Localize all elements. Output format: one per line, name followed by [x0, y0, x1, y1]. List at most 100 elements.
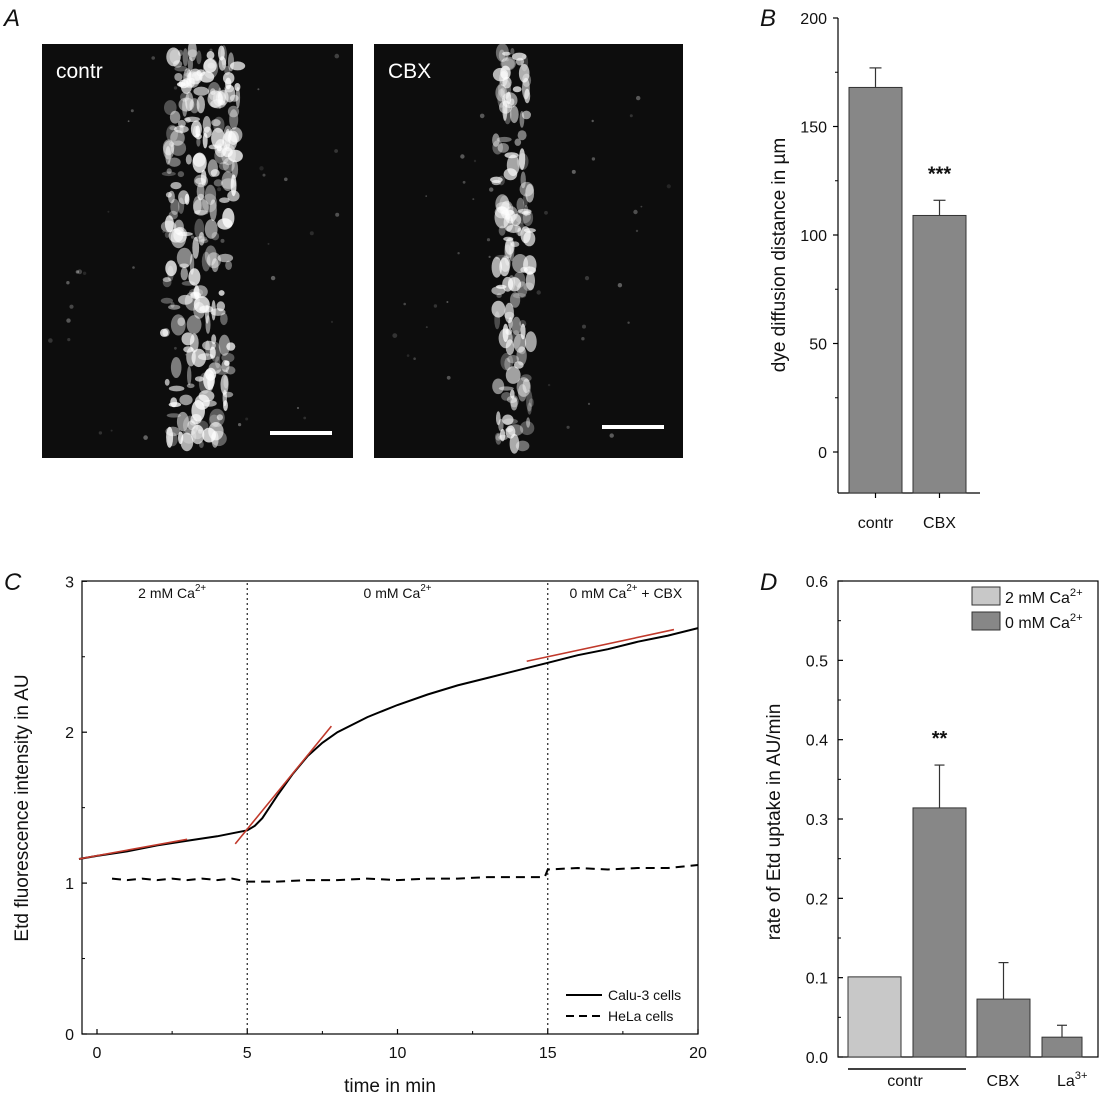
speck [185, 353, 187, 356]
cell [515, 210, 531, 224]
cell [177, 317, 185, 327]
cell [491, 286, 506, 295]
cell [510, 397, 518, 411]
cell [199, 71, 215, 83]
cell [185, 117, 191, 123]
speck [296, 406, 300, 410]
cell [514, 138, 522, 146]
cell [499, 428, 506, 442]
cell [178, 79, 189, 89]
cell [191, 71, 202, 82]
cell [186, 315, 202, 335]
speck [151, 56, 155, 60]
cell [495, 43, 509, 62]
cell [491, 179, 501, 186]
cell [225, 77, 232, 90]
x-tick-label: 0 [93, 1045, 102, 1062]
cell [524, 88, 531, 104]
y-tick-label: 0.6 [806, 574, 828, 591]
speck [536, 290, 541, 295]
speck [303, 416, 307, 420]
cell [229, 127, 243, 143]
cell [199, 441, 204, 448]
cell [506, 395, 518, 404]
image-label-contr: contr [56, 60, 103, 83]
cell [234, 83, 241, 91]
linear-fit-2 [234, 725, 333, 845]
cell [187, 420, 196, 431]
speck [640, 205, 643, 208]
cell [229, 109, 239, 130]
y-tick-label: 50 [809, 337, 827, 354]
y-tick-label: 0.0 [806, 1050, 828, 1067]
cell [230, 61, 246, 71]
cell [499, 257, 510, 277]
phase-label-3: 0 mM Ca2+ + CBX [570, 583, 683, 601]
cell [519, 111, 525, 128]
cell [526, 417, 531, 428]
speck [66, 281, 70, 285]
cell [516, 346, 527, 366]
cell [193, 302, 206, 319]
cell [522, 209, 534, 226]
y-tick-label: 0.2 [806, 891, 828, 908]
cell [505, 328, 513, 335]
cell [217, 87, 222, 109]
cell [495, 84, 508, 102]
speck [591, 157, 596, 161]
cell [168, 402, 182, 408]
cell [180, 267, 188, 281]
y-tick-label: 200 [800, 11, 827, 28]
significance-stars: ** [932, 728, 948, 750]
cell [170, 130, 185, 146]
cell [192, 152, 207, 173]
speck [110, 429, 113, 432]
y-tick-label: 0.5 [806, 653, 828, 670]
legend: 2 mM Ca2+ 0 mM Ca2+ [971, 586, 1083, 632]
cell [208, 362, 222, 374]
cell [211, 334, 217, 345]
cell [495, 433, 502, 445]
cell [507, 277, 522, 292]
legend-swatch-1 [971, 586, 1001, 606]
cell [169, 141, 175, 147]
speck [217, 187, 222, 192]
cell [520, 374, 532, 382]
speck [446, 375, 451, 380]
cell [500, 352, 514, 371]
cell [213, 179, 223, 187]
speck [257, 88, 260, 91]
y-tick-label: 150 [800, 120, 827, 137]
cell [168, 385, 185, 392]
cell [510, 241, 520, 247]
cell [510, 389, 515, 399]
speck [460, 154, 465, 159]
cell [170, 182, 182, 190]
speck [473, 159, 477, 163]
cell [191, 424, 205, 445]
image-label-cbx: CBX [388, 60, 431, 83]
cell [179, 394, 193, 406]
cell [504, 357, 511, 371]
cell [508, 317, 513, 330]
cell [492, 133, 500, 147]
cell [191, 400, 205, 422]
cell [163, 140, 175, 160]
speck [636, 95, 641, 101]
cell [182, 48, 189, 67]
cell [218, 290, 225, 296]
x-label-cbx: CBX [987, 1073, 1020, 1090]
significance-stars: *** [928, 163, 952, 185]
speck [259, 166, 264, 171]
cell [495, 432, 502, 441]
cell [164, 378, 170, 386]
cell [505, 425, 516, 439]
speck [591, 119, 594, 123]
bar-3 [976, 998, 1031, 1058]
cell [166, 413, 181, 418]
speck [425, 326, 428, 329]
cell [523, 205, 529, 217]
cell [166, 426, 174, 448]
cell [193, 198, 209, 216]
cell [174, 125, 189, 133]
